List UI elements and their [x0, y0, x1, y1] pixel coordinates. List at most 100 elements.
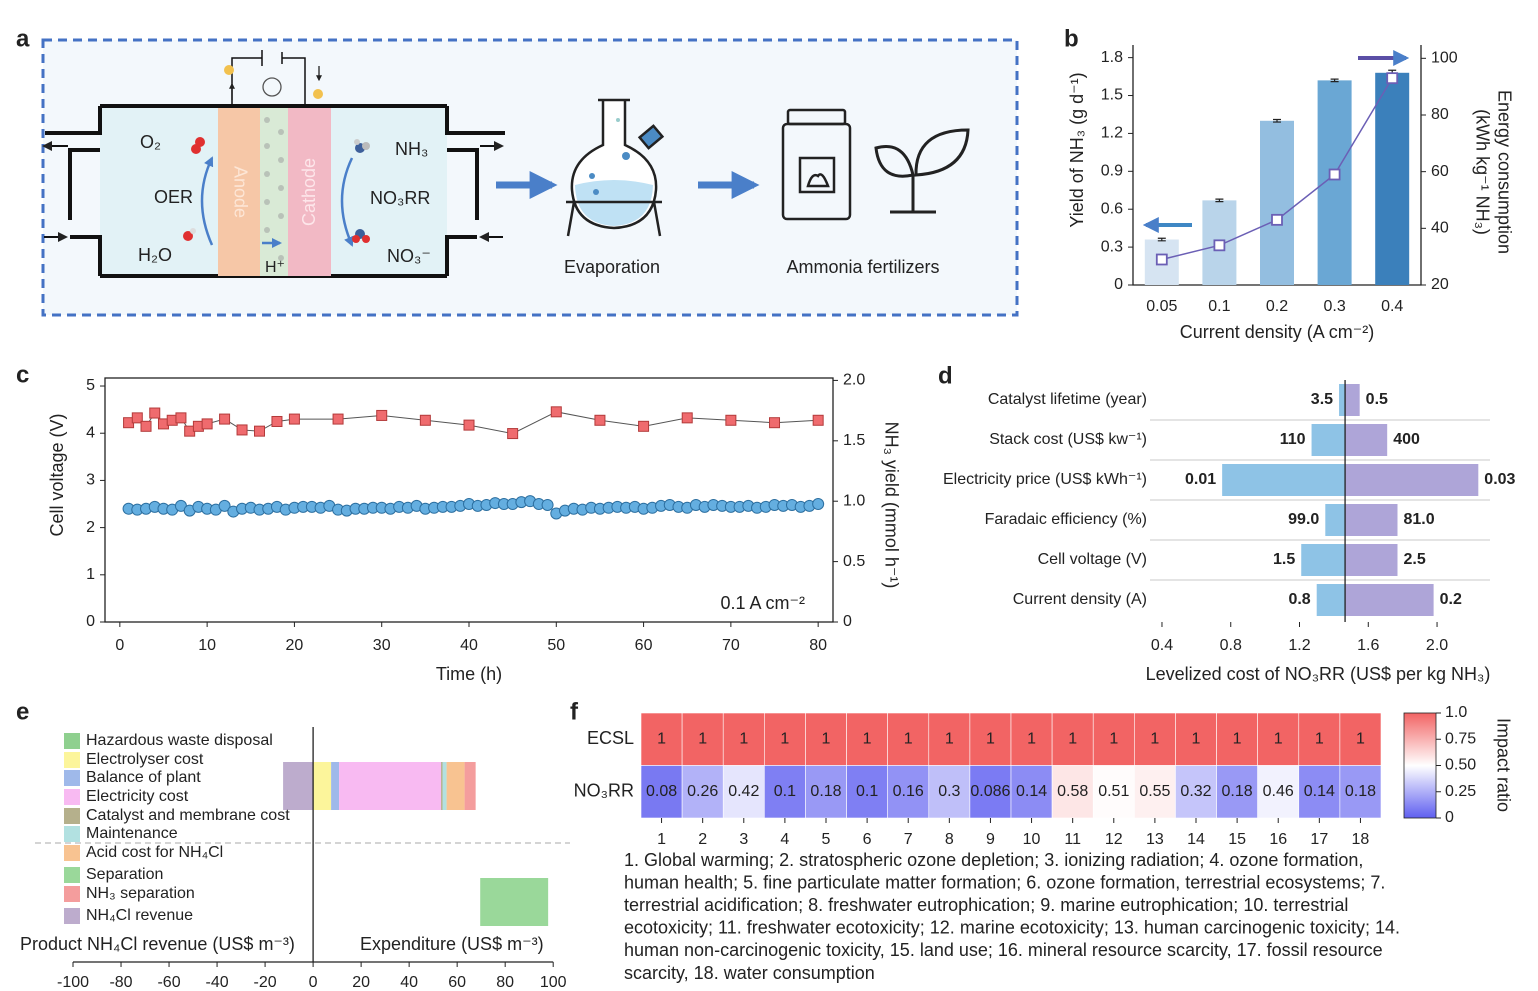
- caption-line: terrestrial acidification; 8. freshwater…: [624, 895, 1348, 915]
- reaction-label: NO₃RR: [370, 188, 430, 208]
- x-tick-label: 17: [1310, 831, 1328, 848]
- cell-label: 0.16: [893, 783, 924, 800]
- point: [140, 420, 152, 432]
- error-bar: [1215, 198, 1224, 203]
- species-label: H₂O: [138, 245, 172, 265]
- bar: [1325, 504, 1346, 536]
- cell-label: 0.086: [970, 783, 1010, 800]
- species-label: NH₃: [395, 139, 428, 159]
- x-tick-label: 50: [547, 637, 565, 654]
- reaction-arrow: [200, 156, 214, 246]
- point: [463, 419, 475, 431]
- cell-label: 1: [1356, 730, 1365, 747]
- category-label: Cell voltage (V): [1038, 551, 1147, 568]
- x-tick-label: 0: [115, 637, 124, 654]
- legend-label: Electricity cost: [86, 788, 189, 805]
- x-tick-label: 11: [1064, 831, 1081, 848]
- legend-swatch: [64, 845, 80, 861]
- cell: [1175, 712, 1217, 766]
- y-tick-label: 1.5: [843, 432, 865, 449]
- fertilizer-bag: [781, 108, 852, 221]
- cell-label: 0.18: [1345, 783, 1376, 800]
- cell-label: 1: [739, 730, 748, 747]
- x-tick-label: 0.3: [1323, 298, 1345, 315]
- x-tick-label: -60: [157, 974, 180, 991]
- point: [507, 428, 519, 440]
- bar: [1345, 584, 1434, 616]
- x-tick-label: 0.4: [1151, 637, 1173, 654]
- bar: [1345, 504, 1398, 536]
- x-tick-label: 8: [945, 831, 954, 848]
- category-label: Current density (A): [1013, 591, 1147, 608]
- legend-label: Maintenance: [86, 825, 178, 842]
- x-tick-label: 9: [986, 831, 995, 848]
- y-tick-label: 3: [86, 472, 95, 489]
- panel-label: e: [16, 698, 29, 725]
- cell: [640, 712, 683, 766]
- bar-segment: [464, 762, 476, 810]
- bar: [1301, 544, 1346, 576]
- caption-line: 1. Global warming; 2. stratospheric ozon…: [624, 850, 1363, 870]
- colorbar: [1403, 712, 1437, 819]
- cell: [1339, 712, 1382, 766]
- colorbar-tick-label: 0.25: [1445, 783, 1476, 800]
- cell-label: 1: [1274, 730, 1283, 747]
- point: [332, 413, 344, 425]
- x-tick-label: 10: [198, 637, 216, 654]
- panel-label: f: [570, 698, 579, 725]
- x-tick-label: 2: [698, 831, 707, 848]
- anode: [218, 108, 260, 276]
- x-tick-label: 2.0: [1426, 637, 1448, 654]
- cell-label: 1: [1150, 730, 1159, 747]
- category-label: Faradaic efficiency (%): [985, 511, 1147, 528]
- bar-label: 0.2: [1440, 591, 1462, 608]
- category-label: Catalyst lifetime (year): [988, 391, 1147, 408]
- cell: [805, 765, 847, 819]
- y-tick-label: 0.6: [1101, 200, 1123, 217]
- flask: [566, 98, 665, 237]
- point: [254, 425, 266, 437]
- point: [175, 412, 187, 424]
- y-tick-label: 0: [843, 613, 852, 630]
- cell: [1257, 765, 1300, 819]
- x-tick-label: 5: [822, 831, 831, 848]
- legend-label: Catalyst and membrane cost: [86, 807, 290, 824]
- legend-label: Balance of plant: [86, 769, 201, 786]
- point: [769, 417, 781, 429]
- bar: [1345, 464, 1479, 496]
- y-tick-label: 5: [86, 377, 95, 394]
- cell-label: 0.58: [1057, 783, 1088, 800]
- bar: [1260, 120, 1294, 285]
- y-tick-label: 1.5: [1101, 87, 1123, 104]
- point: [638, 420, 650, 432]
- point: [288, 413, 300, 425]
- cell: [928, 712, 971, 766]
- cell-label: 1: [1027, 730, 1036, 747]
- point: [550, 406, 562, 418]
- point: [218, 499, 231, 512]
- colorbar-tick-label: 0: [1445, 809, 1454, 826]
- legend-label: NH₄Cl revenue: [86, 907, 193, 924]
- x-tick-label: 18: [1352, 831, 1370, 848]
- legend-swatch: [64, 867, 80, 883]
- cell-label: 0.55: [1139, 783, 1170, 800]
- legend-swatch: [64, 826, 80, 842]
- cell-label: 1: [1109, 730, 1118, 747]
- bar-label: 1.5: [1273, 551, 1295, 568]
- colorbar-tick-label: 0.50: [1445, 757, 1476, 774]
- caption-line: ecotoxicity; 11. freshwater ecotoxicity;…: [624, 918, 1400, 938]
- cell-label: 0.3: [938, 783, 960, 800]
- bar: [1317, 80, 1352, 285]
- cell: [1216, 712, 1258, 766]
- error-bar: [1157, 237, 1166, 242]
- x-tick-label: 30: [373, 637, 391, 654]
- cell-label: 1: [1233, 730, 1242, 747]
- x-tick-label: 14: [1187, 831, 1205, 848]
- y-tick-label: 0.5: [843, 553, 865, 570]
- bar-label: 110: [1280, 431, 1306, 448]
- cell: [1298, 765, 1341, 819]
- bar-segment: [339, 762, 442, 810]
- x-tick-label: 15: [1228, 831, 1246, 848]
- panel-label: a: [16, 25, 30, 52]
